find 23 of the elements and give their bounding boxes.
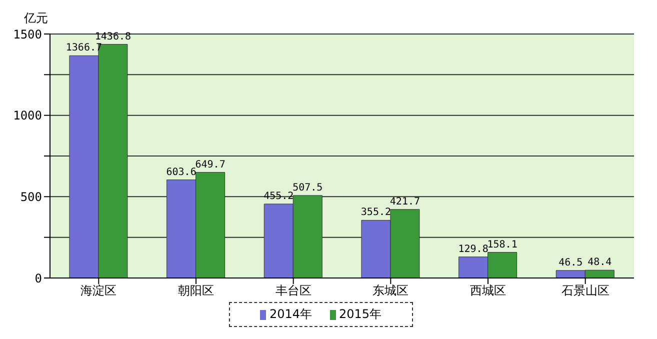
- data-label: 46.5: [558, 257, 583, 268]
- data-label: 129.8: [458, 244, 488, 255]
- x-tick-label: 海淀区: [80, 284, 117, 298]
- data-label: 158.1: [487, 239, 518, 250]
- x-tick-label: 丰台区: [275, 284, 312, 298]
- data-label: 649.7: [195, 159, 226, 170]
- data-label: 421.7: [390, 196, 420, 208]
- x-tick-label: 西城区: [470, 284, 506, 298]
- legend-label: 2014年: [268, 306, 312, 323]
- legend-label: 2015年: [338, 306, 382, 323]
- data-label: 48.4: [588, 257, 612, 268]
- x-tick-label: 东城区: [372, 284, 409, 298]
- data-label: 1436.8: [94, 31, 132, 42]
- x-tick-label: 石景山区: [561, 284, 610, 298]
- y-axis-title: 亿元: [24, 10, 48, 27]
- data-label: 603.6: [166, 166, 196, 178]
- y-tick-label: 0: [34, 271, 42, 286]
- y-tick-label: 1500: [13, 27, 42, 42]
- y-tick-label: 1000: [13, 108, 42, 123]
- data-label: 507.5: [292, 182, 323, 194]
- y-tick-label: 500: [20, 190, 42, 204]
- x-tick-label: 朝阳区: [178, 284, 214, 298]
- data-label: 355.2: [360, 207, 392, 218]
